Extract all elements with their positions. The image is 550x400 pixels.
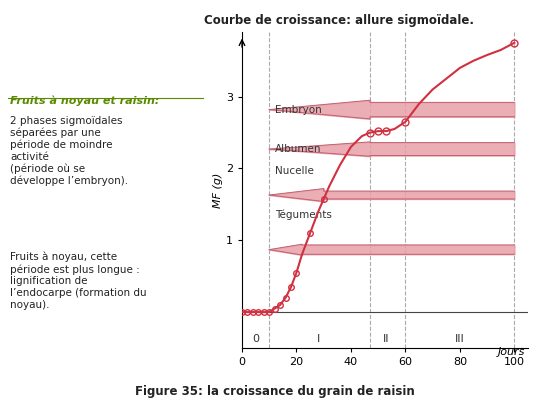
Text: Embryon: Embryon <box>274 104 321 114</box>
Text: Fruits à noyau et raisin:: Fruits à noyau et raisin: <box>10 96 160 106</box>
Text: Courbe de croissance: allure sigmoïdale.: Courbe de croissance: allure sigmoïdale. <box>204 14 474 27</box>
Text: III: III <box>455 334 465 344</box>
Text: Nucelle: Nucelle <box>274 166 313 176</box>
Text: II: II <box>383 334 389 344</box>
Y-axis label: MF (g): MF (g) <box>213 172 223 208</box>
Text: 2 phases sigmoïdales
séparées par une
période de moindre
activité
(période où se: 2 phases sigmoïdales séparées par une pé… <box>10 116 129 186</box>
Text: 0: 0 <box>252 334 259 344</box>
Text: Albumen: Albumen <box>274 144 321 154</box>
Text: Fruits à noyau, cette
période est plus longue :
lignification de
l’endocarpe (fo: Fruits à noyau, cette période est plus l… <box>10 252 147 310</box>
Text: Figure 35: la croissance du grain de raisin: Figure 35: la croissance du grain de rai… <box>135 385 415 398</box>
Text: Jours: Jours <box>498 346 525 356</box>
Text: I: I <box>317 334 320 344</box>
Text: Téguments: Téguments <box>274 209 332 220</box>
